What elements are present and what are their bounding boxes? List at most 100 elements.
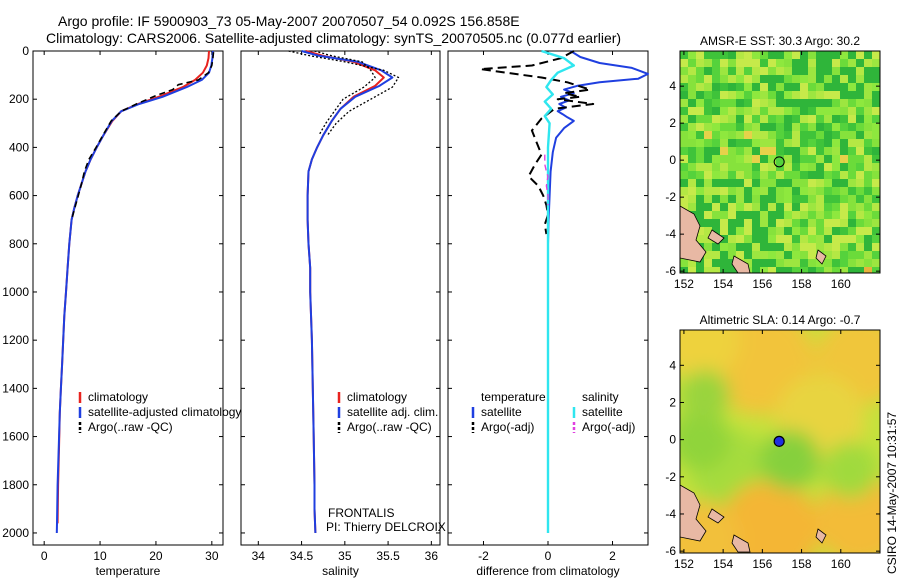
heatmap-cell [760,211,768,219]
heatmap-cell [856,139,864,147]
heatmap-cell [704,259,712,267]
heatmap-cell [688,267,696,273]
heatmap-cell [680,187,688,195]
heatmap-cell [728,163,736,171]
heatmap-cell [696,59,704,67]
y-tick-label: 0 [669,433,676,447]
heatmap-cell [696,203,704,211]
heatmap-cell [856,259,864,267]
heatmap-cell [712,171,720,179]
heatmap-cell [816,171,824,179]
heatmap-cell [752,123,760,131]
heatmap-cell [728,251,736,259]
heatmap-blob [680,330,740,380]
heatmap-cell [800,179,808,187]
heatmap-cell [808,243,816,251]
heatmap-cell [704,163,712,171]
heatmap-cell [776,51,784,59]
heatmap-cell [728,59,736,67]
heatmap-cell [768,227,776,235]
heatmap-cell [864,147,872,155]
heatmap-cell [744,115,752,123]
heatmap-cell [832,147,840,155]
heatmap-cell [864,171,872,179]
x-tick-label: 160 [831,557,851,571]
land-shape [707,508,725,524]
heatmap-cell [840,139,848,147]
heatmap-cell [752,67,760,75]
heatmap-cell [864,179,872,187]
heatmap-cell [832,195,840,203]
heatmap-cell [688,147,696,155]
heatmap-cell [752,235,760,243]
heatmap-cell [840,211,848,219]
heatmap-cell [848,147,856,155]
heatmap-cell [792,83,800,91]
heatmap-cell [864,131,872,139]
x-tick-label: 35 [338,549,352,563]
heatmap-cell [824,51,832,59]
heatmap-cell [720,155,728,163]
heatmap-cell [800,51,808,59]
heatmap-cell [856,243,864,251]
heatmap-cell [760,243,768,251]
heatmap-cell [800,99,808,107]
heatmap-cell [856,187,864,195]
heatmap-cell [784,171,792,179]
heatmap-cell [872,67,880,75]
heatmap-cell [840,267,848,273]
land-shape [707,229,725,245]
heatmap-cell [768,195,776,203]
heatmap-cell [792,203,800,211]
heatmap-cell [728,115,736,123]
heatmap-cell [840,147,848,155]
heatmap-cell [752,227,760,235]
heatmap-field [680,51,880,273]
heatmap-cell [744,187,752,195]
heatmap-cell [856,91,864,99]
heatmap-cell [800,91,808,99]
heatmap-cell [856,211,864,219]
heatmap-cell [744,83,752,91]
heatmap-cell [784,179,792,187]
heatmap-cell [840,51,848,59]
heatmap-cell [728,243,736,251]
heatmap-cell [704,227,712,235]
heatmap-cell [712,251,720,259]
x-tick-label: 10 [93,549,107,563]
heatmap-cell [720,235,728,243]
heatmap-cell [712,99,720,107]
heatmap-cell [704,147,712,155]
heatmap-cell [848,259,856,267]
heatmap-cell [688,187,696,195]
heatmap-cell [688,99,696,107]
heatmap-cell [848,107,856,115]
heatmap-cell [760,115,768,123]
heatmap-cell [680,203,688,211]
heatmap-cell [696,179,704,187]
heatmap-cell [752,83,760,91]
heatmap-cell [800,163,808,171]
heatmap-cell [688,83,696,91]
series-line [70,52,215,220]
heatmap-cell [744,147,752,155]
heatmap-cell [752,155,760,163]
heatmap-cell [824,139,832,147]
heatmap-cell [784,195,792,203]
heatmap-cell [680,91,688,99]
x-axis-label: salinity [322,564,359,578]
heatmap-cell [864,107,872,115]
land-shape [680,484,707,542]
heatmap-cell [688,155,696,163]
x-tick-label: 152 [674,557,694,571]
heatmap-cell [768,259,776,267]
heatmap-cell [784,51,792,59]
heatmap-cell [832,131,840,139]
heatmap-cell [872,147,880,155]
heatmap-cell [760,131,768,139]
heatmap-cell [736,131,744,139]
heatmap-cell [760,219,768,227]
heatmap-cell [784,243,792,251]
heatmap-cell [736,243,744,251]
heatmap-cell [856,163,864,171]
